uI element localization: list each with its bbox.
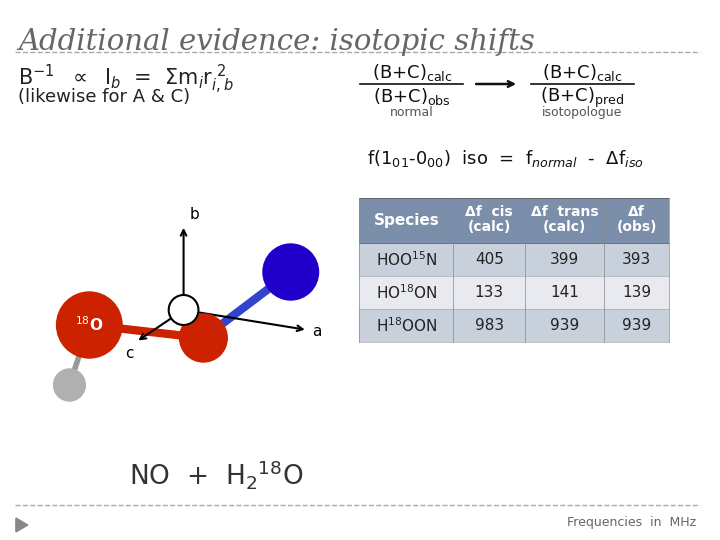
Bar	[359, 309, 454, 342]
Text: 399: 399	[550, 252, 580, 267]
Text: isotopologue: isotopologue	[542, 106, 623, 119]
Text: HO$^{18}$ON: HO$^{18}$ON	[376, 283, 437, 302]
Text: 983: 983	[474, 318, 504, 333]
Text: c: c	[125, 346, 133, 361]
Text: H$^{18}$OON: H$^{18}$OON	[376, 316, 437, 335]
Bar	[604, 309, 669, 342]
Text: 939: 939	[622, 318, 651, 333]
Text: $^{18}$O: $^{18}$O	[75, 316, 104, 334]
Bar	[525, 276, 604, 309]
Bar	[359, 198, 454, 243]
Circle shape	[263, 244, 318, 300]
Text: b: b	[189, 207, 199, 222]
Text: a: a	[312, 325, 322, 340]
Text: 393: 393	[622, 252, 651, 267]
Bar	[604, 243, 669, 276]
Text: Species: Species	[374, 213, 439, 228]
Text: HOO$^{15}$N: HOO$^{15}$N	[376, 250, 437, 269]
Text: (calc): (calc)	[543, 220, 586, 234]
Bar	[525, 309, 604, 342]
Text: NO  +  H$_2$$^{18}$O: NO + H$_2$$^{18}$O	[129, 458, 303, 491]
Text: (calc): (calc)	[467, 220, 511, 234]
Text: f(1$_{01}$-0$_{00}$)  iso  =  f$_{normal}$  -  $\Delta$f$_{iso}$: f(1$_{01}$-0$_{00}$) iso = f$_{normal}$ …	[367, 148, 644, 169]
Text: Additional evidence: isotopic shifts: Additional evidence: isotopic shifts	[18, 28, 535, 56]
Circle shape	[53, 369, 86, 401]
Text: normal: normal	[390, 106, 433, 119]
Bar	[454, 276, 525, 309]
Text: 139: 139	[622, 285, 651, 300]
Bar	[454, 309, 525, 342]
Text: 133: 133	[474, 285, 504, 300]
Text: (B+C)$_{\sf pred}$: (B+C)$_{\sf pred}$	[541, 86, 624, 110]
Polygon shape	[16, 518, 28, 532]
Text: (B+C)$_{\sf obs}$: (B+C)$_{\sf obs}$	[373, 86, 451, 107]
Text: Δf  cis: Δf cis	[465, 205, 513, 219]
Circle shape	[168, 295, 199, 325]
Bar	[359, 243, 454, 276]
Text: 141: 141	[550, 285, 579, 300]
Bar	[454, 198, 525, 243]
Text: Δf: Δf	[628, 205, 645, 219]
Circle shape	[57, 292, 122, 358]
Text: Δf  trans: Δf trans	[531, 205, 598, 219]
Text: 939: 939	[550, 318, 580, 333]
Bar	[359, 276, 454, 309]
Bar	[604, 198, 669, 243]
Text: Frequencies  in  MHz: Frequencies in MHz	[567, 516, 696, 529]
Circle shape	[179, 314, 228, 362]
Bar	[454, 243, 525, 276]
Bar	[604, 276, 669, 309]
Text: B$^{-1}$  $\propto$  I$_b$  =  $\Sigma$m$_i$r$_{i,b}^{\ 2}$: B$^{-1}$ $\propto$ I$_b$ = $\Sigma$m$_i$…	[18, 62, 234, 96]
Text: (obs): (obs)	[616, 220, 657, 234]
Bar	[525, 198, 604, 243]
Text: (likewise for A & C): (likewise for A & C)	[18, 88, 190, 106]
Text: (B+C)$_{\sf calc}$: (B+C)$_{\sf calc}$	[542, 62, 623, 83]
Text: 405: 405	[474, 252, 503, 267]
Bar	[525, 243, 604, 276]
Text: (B+C)$_{\sf calc}$: (B+C)$_{\sf calc}$	[372, 62, 452, 83]
